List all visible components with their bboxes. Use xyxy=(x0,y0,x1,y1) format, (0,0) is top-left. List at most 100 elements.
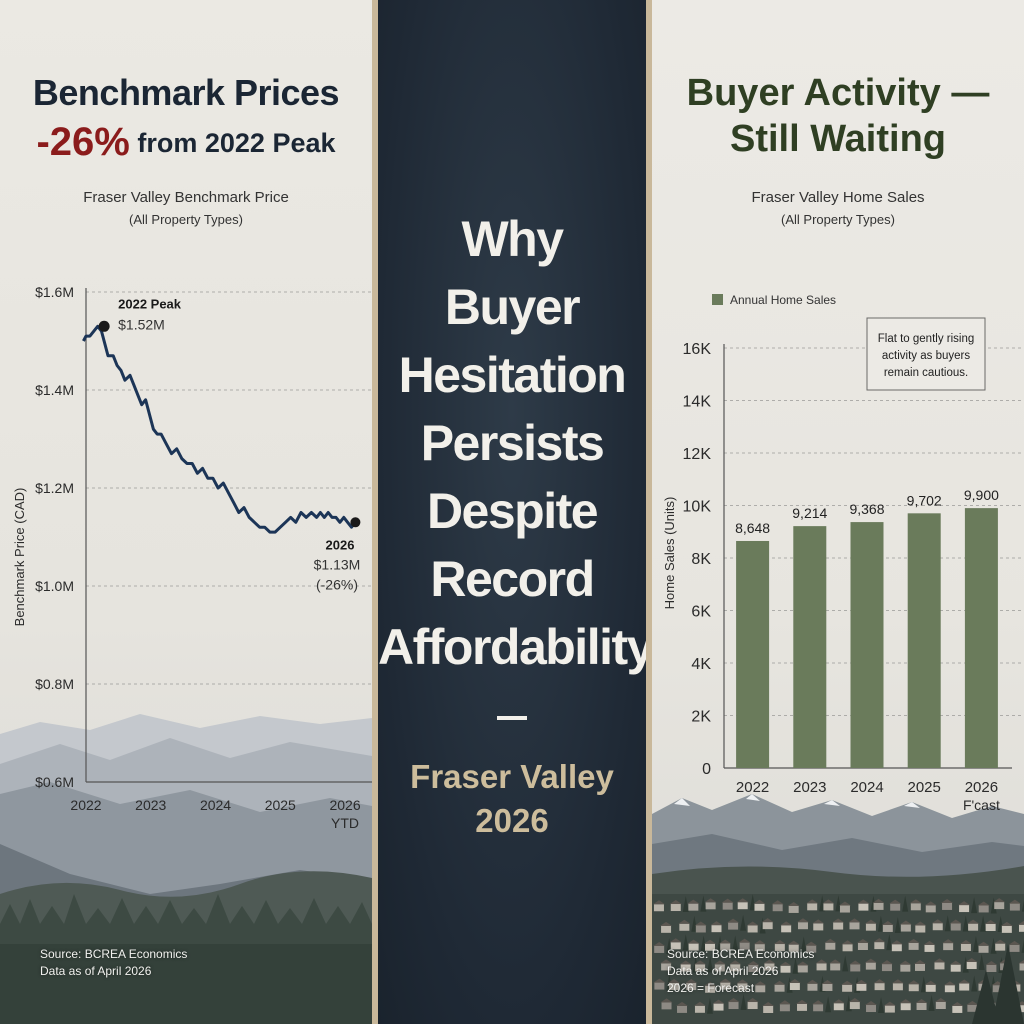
decline-percent: -26% xyxy=(36,120,130,164)
x-tick-sublabel: F'cast xyxy=(963,797,1000,813)
house-shape xyxy=(747,1002,758,1010)
headline: Why Buyer Hesitation Persists Despite Record A… xyxy=(378,205,646,681)
y-tick-label: $0.6M xyxy=(35,774,74,790)
house-shape xyxy=(915,925,926,933)
house-shape xyxy=(908,942,919,950)
roof-shape xyxy=(693,1001,706,1006)
annotation-text: remain cautious. xyxy=(884,367,968,379)
house-shape xyxy=(884,1005,895,1013)
roof-shape xyxy=(694,921,707,926)
roof-shape xyxy=(907,980,920,985)
roof-shape xyxy=(1008,899,1021,904)
roof-shape xyxy=(933,958,946,963)
roof-shape xyxy=(660,921,673,926)
house-shape xyxy=(943,943,954,951)
roof-shape xyxy=(865,1001,878,1006)
house-shape xyxy=(1019,963,1024,971)
roof-shape xyxy=(958,979,971,984)
roof-shape xyxy=(934,998,947,1003)
roof-shape xyxy=(943,981,956,986)
roof-shape xyxy=(685,979,698,984)
house-shape xyxy=(890,903,901,911)
house-shape xyxy=(807,983,818,991)
tree-shape xyxy=(759,917,766,934)
house-shape xyxy=(830,963,841,971)
house-shape xyxy=(661,1002,672,1010)
left-source: Source: BCREA Economics Data as of April… xyxy=(40,946,187,980)
house-shape xyxy=(950,964,961,972)
roof-shape xyxy=(977,901,990,906)
roof-shape xyxy=(841,940,854,945)
house-shape xyxy=(839,905,850,913)
roof-shape xyxy=(1000,921,1013,926)
left-source-line1: Source: BCREA Economics xyxy=(40,947,188,961)
y-axis-title: Home Sales (Units) xyxy=(662,497,677,610)
y-tick-label: $0.8M xyxy=(35,676,74,692)
house-shape xyxy=(858,903,869,911)
headline-line: Persists xyxy=(420,415,605,471)
roof-shape xyxy=(780,921,793,926)
roof-shape xyxy=(838,901,851,906)
bar-data-label: 8,648 xyxy=(735,520,770,536)
house-shape xyxy=(1001,925,1012,933)
roof-shape xyxy=(984,919,997,924)
house-shape xyxy=(822,983,833,991)
roof-shape xyxy=(880,960,893,965)
roof-shape xyxy=(1017,920,1024,925)
current-annotation-value: $1.13M xyxy=(314,556,361,572)
tree-shape xyxy=(990,897,997,914)
house-shape xyxy=(900,924,911,932)
house-shape xyxy=(711,925,722,933)
roof-shape xyxy=(727,918,740,923)
roof-shape xyxy=(849,960,862,965)
roof-shape xyxy=(727,998,740,1003)
house-shape xyxy=(915,963,926,971)
house-shape xyxy=(694,1005,705,1013)
roof-shape xyxy=(729,960,742,965)
roof-shape xyxy=(721,898,734,903)
house-shape xyxy=(714,964,725,972)
roof-shape xyxy=(746,921,759,926)
house-shape xyxy=(882,924,893,932)
roof-shape xyxy=(812,919,825,924)
x-tick-label: 2023 xyxy=(793,779,826,796)
roof-shape xyxy=(669,938,682,943)
house-shape xyxy=(737,983,748,991)
house-shape xyxy=(661,963,672,971)
y-tick-label: $1.0M xyxy=(35,578,74,594)
house-shape xyxy=(833,922,844,930)
house-shape xyxy=(686,983,697,991)
roof-shape xyxy=(899,920,912,925)
tree-shape xyxy=(990,937,997,954)
house-shape xyxy=(910,903,921,911)
roof-shape xyxy=(821,979,834,984)
headline-line: Buyer xyxy=(444,279,581,335)
house-shape xyxy=(942,902,953,910)
roof-shape xyxy=(966,1000,979,1005)
house-shape xyxy=(728,922,739,930)
headline-subtitle: Fraser Valley 2026 xyxy=(378,755,646,843)
roof-shape xyxy=(778,1000,791,1005)
house-shape xyxy=(720,982,731,990)
roof-shape xyxy=(812,1000,825,1005)
roof-shape xyxy=(915,998,928,1003)
bar-data-label: 9,900 xyxy=(964,487,999,503)
tree-shape xyxy=(749,894,756,911)
house-shape xyxy=(825,942,836,950)
annotation-text: activity as buyers xyxy=(882,350,970,362)
house-shape xyxy=(654,945,665,953)
benchmark-price-line-chart: $1.6M $1.4M $1.2M $1.0M $0.8M $0.6M 2022 2023 20… xyxy=(12,284,372,830)
roof-shape xyxy=(713,960,726,965)
house-shape xyxy=(720,943,731,951)
house-shape xyxy=(924,944,935,952)
sales-chart-subtitle: (All Property Types) xyxy=(781,212,895,227)
house-shape xyxy=(932,923,943,931)
annotation-box xyxy=(866,317,986,391)
price-chart-title: Fraser Valley Benchmark Price xyxy=(83,189,289,206)
roof-shape xyxy=(678,919,691,924)
roof-shape xyxy=(704,939,717,944)
roof-shape xyxy=(736,898,749,903)
roof-shape xyxy=(660,959,673,964)
house-shape xyxy=(925,905,936,913)
y-tick-label: $1.2M xyxy=(35,480,74,496)
